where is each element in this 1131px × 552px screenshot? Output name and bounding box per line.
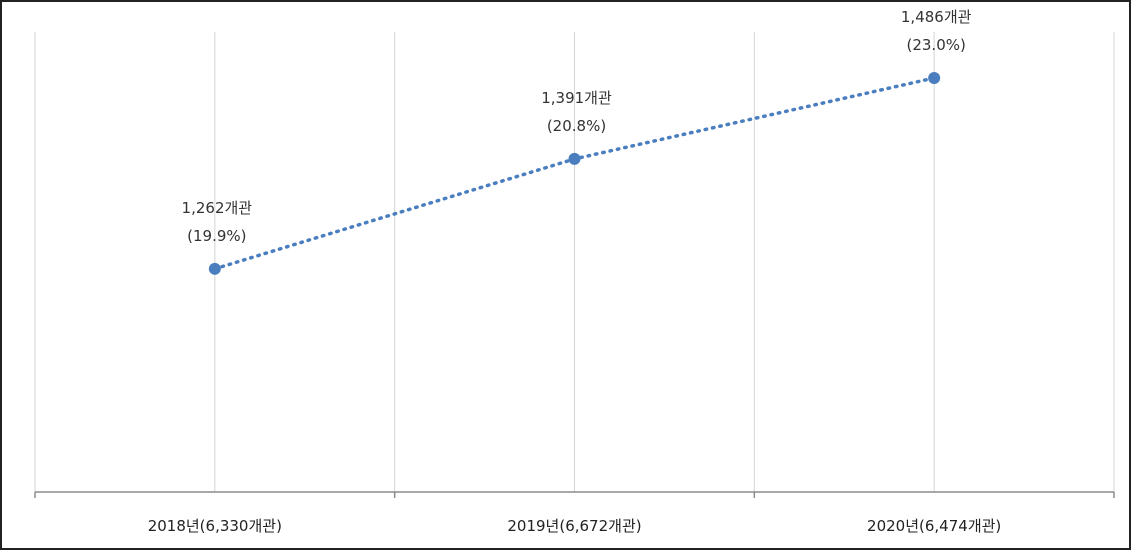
data-point — [568, 152, 581, 165]
x-axis — [34, 491, 1115, 498]
series-line — [208, 72, 941, 275]
x-tick-label: 2020년(6,474개관) — [867, 517, 1001, 535]
data-labels: 1,262개관 (19.9%) 1,391개관 (20.8%) 1,486개관 (23.0… — [182, 8, 972, 245]
x-tick-label: 2019년(6,672개관) — [507, 517, 641, 535]
data-label-share: (20.8%) — [547, 117, 606, 135]
data-label-share: (19.9%) — [187, 227, 246, 245]
data-label-value: 1,262개관 — [182, 199, 253, 217]
data-label-value: 1,486개관 — [901, 8, 972, 26]
data-label-value: 1,391개관 — [541, 89, 612, 107]
data-point — [208, 262, 221, 275]
data-point — [928, 72, 941, 84]
vertical-gridlines — [34, 32, 1115, 492]
data-label-share: (23.0%) — [906, 36, 965, 54]
x-tick-label: 2018년(6,330개관) — [148, 517, 282, 535]
x-axis-tick-labels: 2018년(6,330개관) 2019년(6,672개관) 2020년(6,474개… — [148, 517, 1002, 535]
